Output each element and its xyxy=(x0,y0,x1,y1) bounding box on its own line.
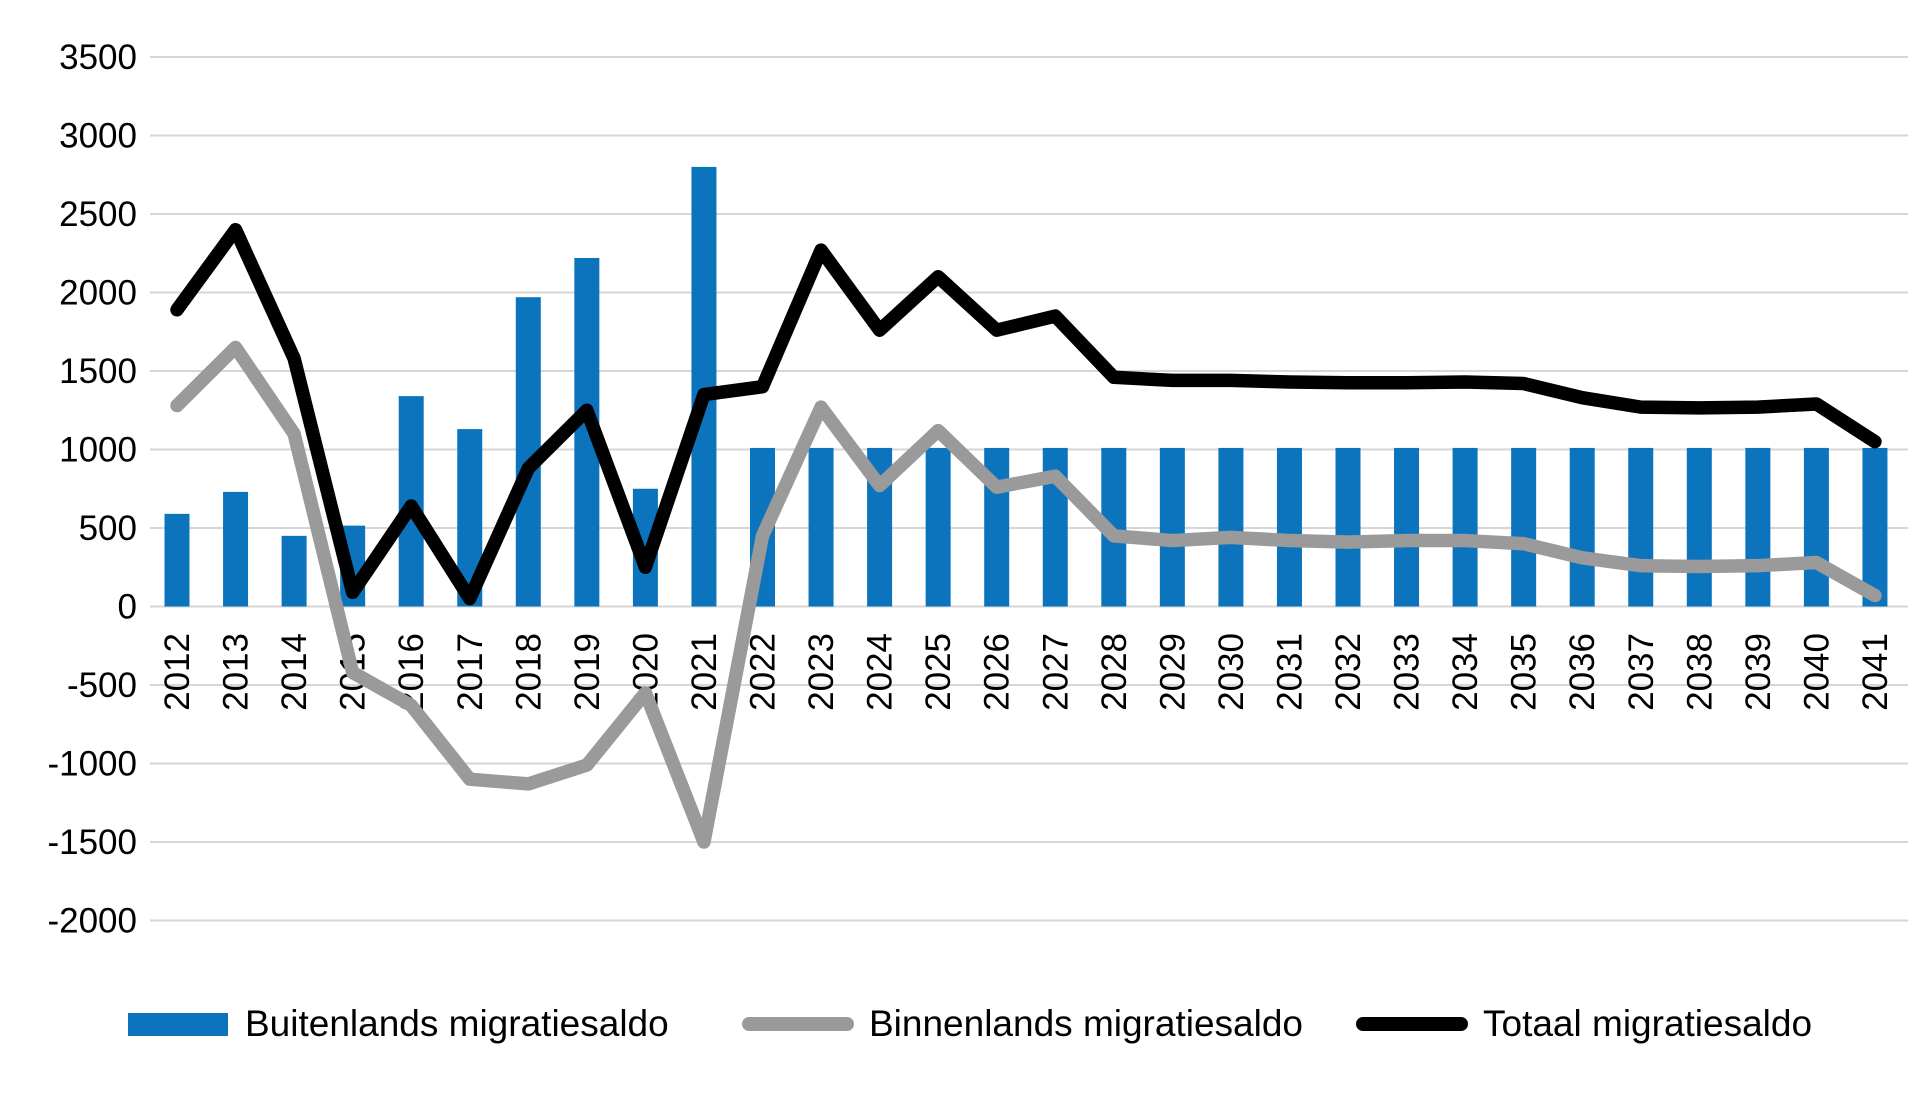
svg-text:2030: 2030 xyxy=(1212,633,1251,711)
svg-text:2024: 2024 xyxy=(861,633,900,711)
svg-text:2026: 2026 xyxy=(978,633,1017,711)
svg-text:-2000: -2000 xyxy=(47,902,137,941)
svg-text:2021: 2021 xyxy=(685,633,724,711)
svg-text:2034: 2034 xyxy=(1446,633,1485,711)
svg-text:2018: 2018 xyxy=(509,633,548,711)
svg-text:2038: 2038 xyxy=(1680,633,1719,711)
svg-text:1000: 1000 xyxy=(59,431,137,470)
svg-text:2037: 2037 xyxy=(1622,633,1661,711)
line-swatch-icon-gray xyxy=(742,1017,854,1031)
svg-text:3500: 3500 xyxy=(59,38,137,77)
svg-text:2029: 2029 xyxy=(1153,633,1192,711)
svg-text:2036: 2036 xyxy=(1563,633,1602,711)
svg-text:2000: 2000 xyxy=(59,274,137,313)
svg-text:2033: 2033 xyxy=(1388,633,1427,711)
svg-text:2014: 2014 xyxy=(275,633,314,711)
svg-text:2041: 2041 xyxy=(1856,633,1895,711)
legend-label-binnenlands: Binnenlands migratiesaldo xyxy=(869,1003,1303,1044)
svg-text:2500: 2500 xyxy=(59,195,137,234)
svg-text:2017: 2017 xyxy=(451,633,490,711)
legend: Buitenlands migratiesaldo Binnenlands mi… xyxy=(0,1000,1920,1060)
bar-swatch-icon xyxy=(128,1012,228,1036)
svg-text:2027: 2027 xyxy=(1036,633,1075,711)
svg-text:2013: 2013 xyxy=(217,633,256,711)
svg-text:-1000: -1000 xyxy=(47,745,137,784)
svg-text:2023: 2023 xyxy=(802,633,841,711)
svg-text:0: 0 xyxy=(118,588,137,627)
line-swatch-icon-black xyxy=(1356,1017,1468,1031)
legend-item-totaal: Totaal migratiesaldo xyxy=(1356,1000,1812,1048)
svg-text:2035: 2035 xyxy=(1505,633,1544,711)
svg-text:1500: 1500 xyxy=(59,352,137,391)
svg-text:-500: -500 xyxy=(67,666,137,705)
svg-text:2028: 2028 xyxy=(1095,633,1134,711)
svg-text:-1500: -1500 xyxy=(47,823,137,862)
svg-text:2019: 2019 xyxy=(568,633,607,711)
legend-item-binnenlands: Binnenlands migratiesaldo xyxy=(742,1000,1303,1048)
legend-label-buitenlands: Buitenlands migratiesaldo xyxy=(245,1003,669,1044)
svg-text:2012: 2012 xyxy=(158,633,197,711)
svg-text:2040: 2040 xyxy=(1797,633,1836,711)
svg-text:2039: 2039 xyxy=(1739,633,1778,711)
legend-label-totaal: Totaal migratiesaldo xyxy=(1483,1003,1813,1044)
svg-text:2031: 2031 xyxy=(1270,633,1309,711)
svg-text:2025: 2025 xyxy=(919,633,958,711)
svg-text:2032: 2032 xyxy=(1329,633,1368,711)
svg-text:3000: 3000 xyxy=(59,117,137,156)
svg-text:500: 500 xyxy=(79,509,137,548)
svg-text:2022: 2022 xyxy=(744,633,783,711)
legend-item-buitenlands: Buitenlands migratiesaldo xyxy=(128,1000,669,1048)
